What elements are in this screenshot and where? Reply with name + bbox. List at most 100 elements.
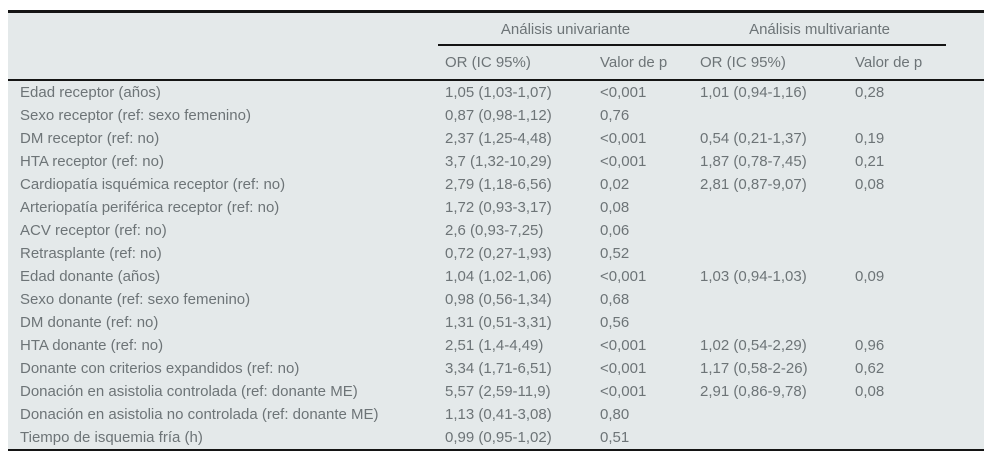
uni-p-cell: <0,001 — [600, 383, 647, 400]
uni-or-cell: 0,87 (0,98-1,12) — [445, 107, 552, 124]
multi-p-cell: 0,08 — [855, 383, 885, 400]
table-row: Donación en asistolia controlada (ref: d… — [8, 380, 984, 403]
multi-or-cell: 1,17 (0,58-2-26) — [700, 360, 808, 377]
uni-or-cell: 3,7 (1,32-10,29) — [445, 153, 552, 170]
uni-p-cell: 0,68 — [600, 291, 630, 308]
multi-or-cell: 2,91 (0,86-9,78) — [700, 383, 807, 400]
multi-p-cell: 0,28 — [855, 84, 885, 101]
multi-or-cell: 2,81 (0,87-9,07) — [700, 176, 807, 193]
row-label: Edad receptor (años) — [20, 84, 161, 101]
table-row: Retrasplante (ref: no) 0,72 (0,27-1,93) … — [8, 242, 984, 265]
multi-p-cell: 0,08 — [855, 176, 885, 193]
group-header-underline: Análisis univariante Análisis multivaria… — [438, 13, 947, 46]
uni-p-cell: 0,76 — [600, 107, 630, 124]
univariate-group-header: Análisis univariante — [500, 21, 631, 38]
uni-or-header: OR (IC 95%) — [445, 54, 531, 71]
multi-or-cell: 0,54 (0,21-1,37) — [700, 130, 807, 147]
uni-or-cell: 1,13 (0,41-3,08) — [445, 406, 552, 423]
multi-p-cell — [848, 104, 984, 127]
multi-p-cell: 0,21 — [855, 153, 885, 170]
table-row: HTA donante (ref: no) 2,51 (1,4-4,49) <0… — [8, 334, 984, 357]
multi-p-cell — [848, 219, 984, 242]
multi-or-cell — [693, 426, 848, 449]
row-label: Donación en asistolia no controlada (ref… — [20, 406, 379, 423]
uni-p-cell: 0,02 — [600, 176, 630, 193]
row-label: Sexo donante (ref: sexo femenino) — [20, 291, 251, 308]
group-header-spacer — [8, 13, 438, 46]
multi-p-cell: 0,19 — [855, 130, 885, 147]
multi-p-cell — [848, 426, 984, 449]
table-row: Donante con criterios expandidos (ref: n… — [8, 357, 984, 380]
multi-or-cell — [693, 242, 848, 265]
multi-p-cell: 0,62 — [855, 360, 885, 377]
multivariate-group-header: Análisis multivariante — [749, 21, 890, 38]
multi-p-cell: 0,09 — [855, 268, 885, 285]
multi-or-cell: 1,03 (0,94-1,03) — [700, 268, 807, 285]
uni-p-cell: 0,52 — [600, 245, 630, 262]
row-label: DM receptor (ref: no) — [20, 130, 160, 147]
multi-p-cell — [848, 403, 984, 426]
multi-p-cell — [848, 242, 984, 265]
multi-p-cell — [848, 196, 984, 219]
uni-p-cell: 0,08 — [600, 199, 630, 216]
uni-or-cell: 1,04 (1,02-1,06) — [445, 268, 552, 285]
uni-or-cell: 5,57 (2,59-11,9) — [445, 383, 551, 400]
multi-p-cell: 0,96 — [855, 337, 885, 354]
uni-p-cell: 0,56 — [600, 314, 630, 331]
group-header-cell: Análisis univariante Análisis multivaria… — [438, 13, 984, 46]
variable-column-header — [8, 46, 438, 80]
row-label: Arteriopatía periférica receptor (ref: n… — [20, 199, 280, 216]
uni-or-cell: 0,98 (0,56-1,34) — [445, 291, 552, 308]
regression-analysis-table: Análisis univariante Análisis multivaria… — [8, 10, 985, 451]
uni-p-header: Valor de p — [600, 54, 668, 71]
multi-or-cell — [693, 219, 848, 242]
multi-or-cell — [693, 403, 848, 426]
multi-p-cell — [848, 311, 984, 334]
row-label: HTA receptor (ref: no) — [20, 153, 164, 170]
table-row: HTA receptor (ref: no) 3,7 (1,32-10,29) … — [8, 150, 984, 173]
uni-or-cell: 2,79 (1,18-6,56) — [445, 176, 552, 193]
table-row: ACV receptor (ref: no) 2,6 (0,93-7,25) 0… — [8, 219, 984, 242]
multi-p-cell — [848, 288, 984, 311]
multi-or-cell: 1,02 (0,54-2,29) — [700, 337, 807, 354]
table-row: Sexo donante (ref: sexo femenino) 0,98 (… — [8, 288, 984, 311]
table-row: Sexo receptor (ref: sexo femenino) 0,87 … — [8, 104, 984, 127]
analysis-table: Análisis univariante Análisis multivaria… — [8, 13, 985, 449]
group-header-row: Análisis univariante Análisis multivaria… — [8, 13, 984, 46]
multi-or-header: OR (IC 95%) — [700, 54, 786, 71]
table-row: Edad receptor (años) 1,05 (1,03-1,07) <0… — [8, 80, 984, 104]
uni-or-cell: 2,6 (0,93-7,25) — [445, 222, 544, 239]
row-label: Donante con criterios expandidos (ref: n… — [20, 360, 300, 377]
multi-or-cell: 1,01 (0,94-1,16) — [700, 84, 807, 101]
table-row: Cardiopatía isquémica receptor (ref: no)… — [8, 173, 984, 196]
row-label: Cardiopatía isquémica receptor (ref: no) — [20, 176, 286, 193]
uni-or-cell: 2,37 (1,25-4,48) — [445, 130, 552, 147]
uni-p-cell: <0,001 — [600, 337, 647, 354]
multi-or-cell: 1,87 (0,78-7,45) — [700, 153, 807, 170]
uni-p-cell: <0,001 — [600, 84, 647, 101]
table-row: Tiempo de isquemia fría (h) 0,99 (0,95-1… — [8, 426, 984, 449]
row-label: ACV receptor (ref: no) — [20, 222, 167, 239]
row-label: Donación en asistolia controlada (ref: d… — [20, 383, 358, 400]
table-row: DM receptor (ref: no) 2,37 (1,25-4,48) <… — [8, 127, 984, 150]
uni-or-cell: 0,72 (0,27-1,93) — [445, 245, 552, 262]
multi-or-cell — [693, 196, 848, 219]
uni-p-cell: 0,80 — [600, 406, 630, 423]
row-label: DM donante (ref: no) — [20, 314, 159, 331]
multi-or-cell — [693, 288, 848, 311]
table-row: Donación en asistolia no controlada (ref… — [8, 403, 984, 426]
table-row: Edad donante (años) 1,04 (1,02-1,06) <0,… — [8, 265, 984, 288]
row-label: Retrasplante (ref: no) — [20, 245, 162, 262]
uni-p-cell: <0,001 — [600, 360, 647, 377]
uni-p-cell: <0,001 — [600, 130, 647, 147]
multi-or-cell — [693, 311, 848, 334]
uni-p-cell: <0,001 — [600, 153, 647, 170]
uni-or-cell: 1,72 (0,93-3,17) — [445, 199, 552, 216]
uni-or-cell: 3,34 (1,71-6,51) — [445, 360, 552, 377]
table-row: DM donante (ref: no) 1,31 (0,51-3,31) 0,… — [8, 311, 984, 334]
uni-or-cell: 0,99 (0,95-1,02) — [445, 429, 552, 446]
uni-p-cell: 0,06 — [600, 222, 630, 239]
multi-p-header: Valor de p — [855, 54, 923, 71]
uni-p-cell: 0,51 — [600, 429, 630, 446]
row-label: Tiempo de isquemia fría (h) — [20, 429, 203, 446]
